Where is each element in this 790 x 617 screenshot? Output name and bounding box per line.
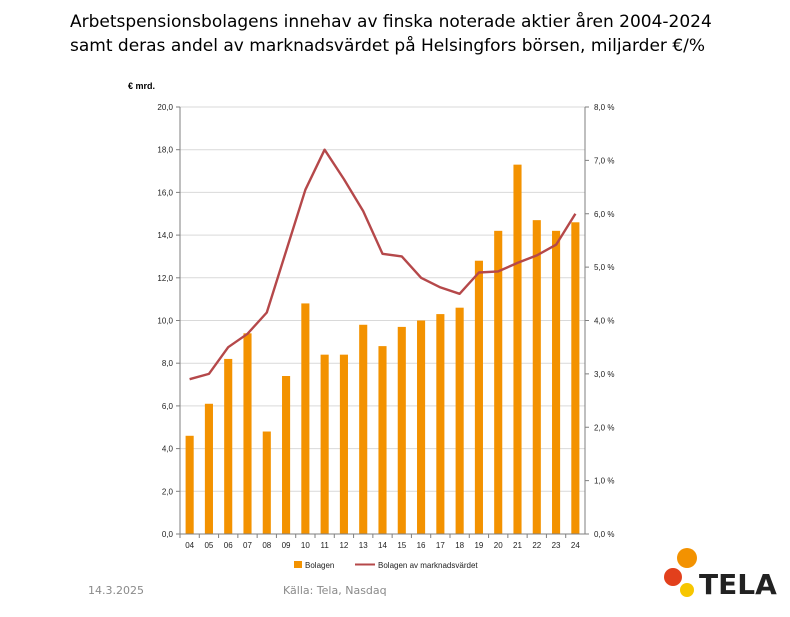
chart-title: Arbetspensionsbolagens innehav av finska…: [70, 10, 770, 58]
bar-18: [455, 307, 464, 534]
y-tick-label: 2,0: [162, 487, 174, 496]
y-tick-label: 0,0: [162, 530, 174, 539]
x-tick-label: 08: [262, 541, 271, 550]
x-tick-label: 05: [204, 541, 213, 550]
bar-04: [185, 435, 194, 534]
x-tick-label: 22: [532, 541, 541, 550]
x-tick-label: 04: [185, 541, 194, 550]
x-tick-label: 23: [552, 541, 561, 550]
bar-12: [339, 354, 348, 534]
x-tick-label: 13: [359, 541, 368, 550]
bar-05: [204, 403, 213, 534]
x-tick-label: 15: [397, 541, 406, 550]
bar-21: [513, 164, 522, 534]
x-tick-label: 14: [378, 541, 387, 550]
bar-19: [474, 260, 483, 534]
y-tick-label: 4,0: [162, 445, 174, 454]
y-axis-unit-label: € mrd.: [128, 81, 155, 91]
legend-swatch-bolagen: [294, 561, 302, 568]
y-tick-label: 16,0: [157, 188, 173, 197]
y-tick-label: 14,0: [157, 231, 173, 240]
y2-tick-label: 1,0 %: [594, 477, 614, 486]
bar-22: [532, 220, 541, 534]
x-tick-label: 18: [455, 541, 464, 550]
y-tick-label: 6,0: [162, 402, 174, 411]
axes: [179, 107, 586, 535]
bar-13: [359, 324, 368, 534]
bar-06: [224, 358, 233, 534]
bar-09: [282, 376, 291, 534]
tick-labels: 0,0 2,0 4,0 6,0 8,0 10,0 12,0 14,0 16,0 18,0 20,0 0…: [157, 103, 614, 550]
bar-series: [185, 164, 580, 535]
bar-14: [378, 346, 387, 534]
bar-08: [262, 431, 271, 534]
x-tick-label: 07: [243, 541, 252, 550]
y2-tick-label: 0,0 %: [594, 530, 614, 539]
x-tick-label: 11: [320, 541, 329, 550]
y2-tick-label: 3,0 %: [594, 370, 614, 379]
legend-label-marknadsvardet: Bolagen av marknadsvärdet: [378, 561, 478, 570]
y2-tick-label: 2,0 %: [594, 423, 614, 432]
y2-tick-label: 8,0 %: [594, 103, 614, 112]
bar-23: [552, 230, 561, 534]
y-tick-label: 18,0: [157, 146, 173, 155]
bar-11: [320, 354, 329, 534]
x-tick-label: 19: [474, 541, 483, 550]
legend-label-bolagen: Bolagen: [305, 561, 334, 570]
y2-tick-label: 4,0 %: [594, 317, 614, 326]
y2-tick-label: 6,0 %: [594, 210, 614, 219]
legend: Bolagen Bolagen av marknadsvärdet: [294, 561, 478, 570]
x-tick-label: 17: [436, 541, 445, 550]
line-series: [189, 148, 577, 381]
bar-15: [397, 326, 406, 534]
tela-logo-text: TELA: [699, 568, 777, 601]
x-tick-label: 09: [282, 541, 291, 550]
bar-20: [494, 230, 503, 534]
logo-yellow-drop: [680, 583, 694, 597]
bar-17: [436, 314, 445, 534]
logo-red-drop: [664, 568, 682, 586]
x-tick-label: 06: [224, 541, 233, 550]
footer-date: 14.3.2025: [88, 584, 144, 597]
logo-orange-drop: [677, 548, 697, 568]
x-tick-label: 21: [513, 541, 522, 550]
x-tick-label: 24: [571, 541, 580, 550]
bar-10: [301, 303, 310, 534]
x-tick-label: 10: [301, 541, 310, 550]
y-tick-label: 10,0: [157, 317, 173, 326]
x-tick-label: 16: [417, 541, 426, 550]
y-tick-label: 8,0: [162, 359, 174, 368]
x-tick-label: 20: [494, 541, 503, 550]
tela-logo-mark: [664, 548, 697, 597]
y2-tick-label: 7,0 %: [594, 156, 614, 165]
bar-24: [571, 222, 580, 535]
x-tick-label: 12: [339, 541, 348, 550]
y2-tick-label: 5,0 %: [594, 263, 614, 272]
chart-title-line-2: samt deras andel av marknadsvärdet på He…: [70, 36, 706, 56]
footer-source: Källa: Tela, Nasdaq: [283, 584, 387, 597]
y-tick-label: 20,0: [157, 103, 173, 112]
bar-07: [243, 333, 252, 534]
chart-title-line-1: Arbetspensionsbolagens innehav av finska…: [70, 12, 712, 32]
bar-16: [417, 320, 426, 534]
y-tick-label: 12,0: [157, 274, 173, 283]
